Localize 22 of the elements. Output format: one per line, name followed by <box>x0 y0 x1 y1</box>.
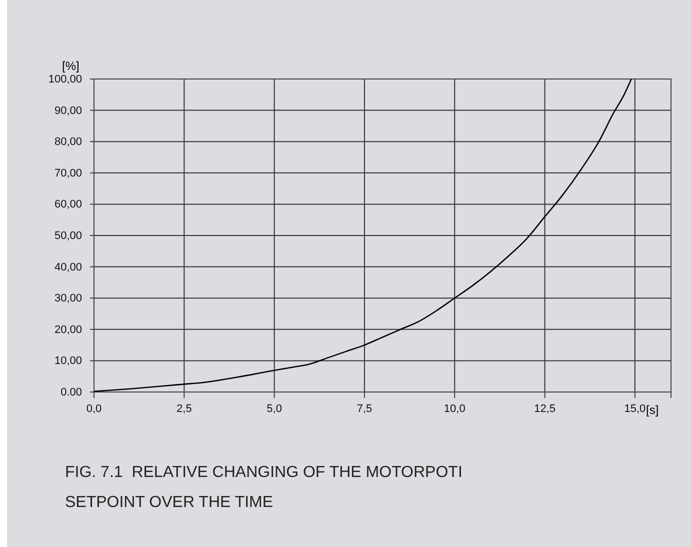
y-axis-title: [%] <box>62 59 80 73</box>
y-tick-label: 90,00 <box>54 104 82 117</box>
y-tick-label: 70,00 <box>54 167 82 180</box>
y-tick-label: 60,00 <box>54 198 82 211</box>
y-tick-label: 40,00 <box>54 261 82 274</box>
x-tick-label: 12,5 <box>534 402 556 415</box>
x-tick-label: 15,0 <box>624 402 646 415</box>
y-tick-label: 10,00 <box>54 355 82 368</box>
line-series <box>93 78 632 392</box>
x-tick-label: 7,5 <box>356 402 372 415</box>
y-tick-label: 20,00 <box>54 324 82 336</box>
caption: FIG. 7.1 RELATIVE CHANGING OF THE MOTORPOTI SETPOINT OVER THE TIME <box>65 464 462 511</box>
x-tick-label: 2,5 <box>176 402 192 415</box>
x-tick-label: 5,0 <box>266 402 282 415</box>
y-tick-label: 100,00 <box>48 74 82 86</box>
y-tick-label: 30,00 <box>54 292 82 305</box>
y-tick-label: 80,00 <box>54 136 82 148</box>
x-tick-label: 10,0 <box>444 402 466 415</box>
y-tick-label: 0.00 <box>60 386 82 399</box>
x-axis-title: [s] <box>646 403 659 417</box>
y-tick-label: 50,00 <box>54 230 82 242</box>
x-tick-label: 0,0 <box>86 402 102 415</box>
